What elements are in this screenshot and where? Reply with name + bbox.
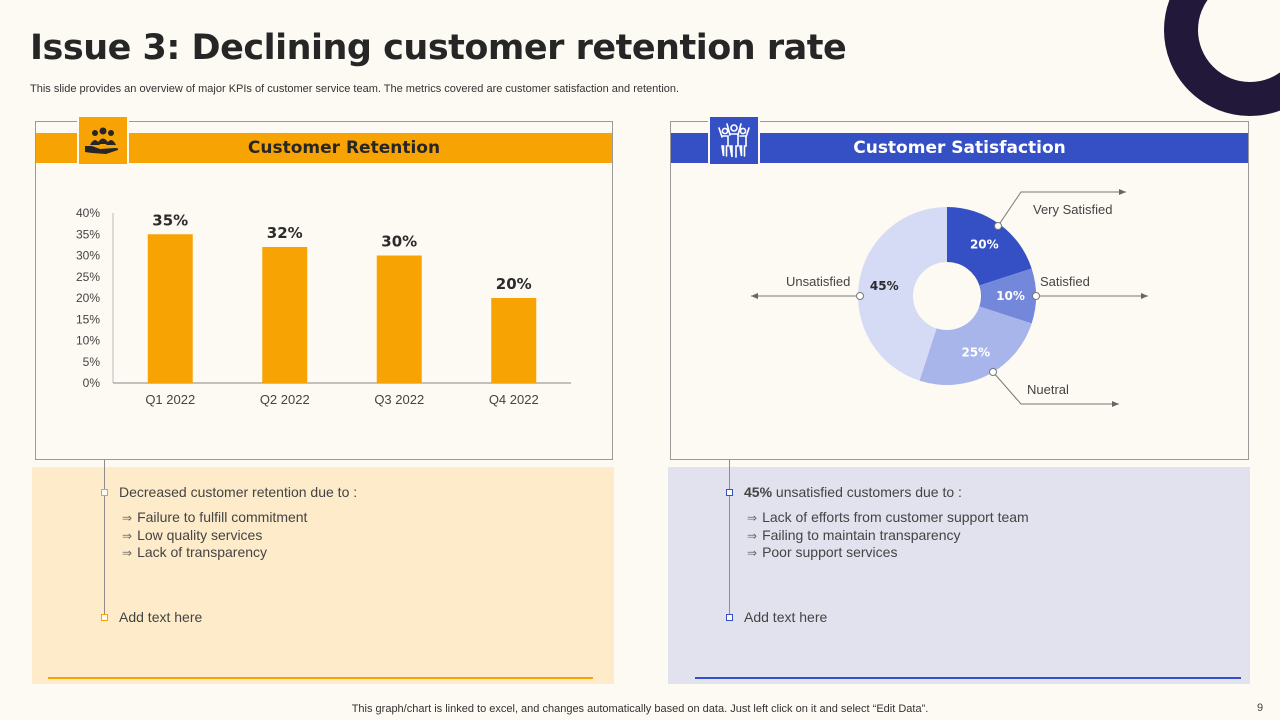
satisfaction-card [670, 121, 1249, 460]
retention-notes-footer[interactable]: Add text here [119, 609, 203, 625]
people-cheering-icon [708, 115, 760, 166]
slide-title: Issue 3: Declining customer retention ra… [30, 28, 847, 68]
y-tick-label: 10% [76, 334, 100, 348]
retention-notes-heading: Decreased customer retention due to : [119, 484, 358, 500]
satisfaction-notes-footer[interactable]: Add text here [744, 609, 828, 625]
slide-footer-note: This graph/chart is linked to excel, and… [351, 703, 929, 715]
page-number: 9 [1257, 702, 1264, 714]
donut-slice-neutral [919, 306, 1032, 385]
slide-subtitle: This slide provides an overview of major… [30, 83, 680, 95]
callout-dot-very-satisfied [994, 222, 1002, 230]
list-item: ⇒ Failing to maintain transparency [747, 527, 961, 543]
list-item: ⇒ Lack of transparency [122, 544, 268, 560]
satisfaction-notes-heading: 45% unsatisfied customers due to : [744, 484, 962, 500]
donut-slice-satisfied [979, 268, 1036, 324]
y-tick-label: 0% [83, 376, 101, 390]
satisfaction-connector-line [729, 460, 730, 618]
y-tick-label: 15% [76, 312, 100, 326]
bar-q3-2022 [376, 255, 422, 383]
donut-value-label: 45% [870, 279, 899, 293]
arrow-icon: ⇒ [122, 511, 133, 525]
y-tick-label: 30% [76, 249, 100, 263]
retention-footer-square [101, 614, 108, 621]
donut-label-satisfied: Satisfied [1040, 274, 1090, 289]
callout-dot-unsatisfied [856, 292, 864, 300]
bar-value-label: 35% [152, 211, 188, 229]
bar-value-label: 30% [381, 233, 417, 251]
hand-group-icon [77, 115, 129, 166]
retention-panel-underline [48, 677, 593, 679]
donut-value-label: 20% [970, 238, 999, 252]
retention-notes-panel [32, 467, 614, 684]
x-tick-label: Q4 2022 [489, 392, 539, 407]
x-tick-label: Q2 2022 [260, 392, 310, 407]
list-item: ⇒ Low quality services [122, 527, 263, 543]
satisfaction-footer-square [726, 614, 733, 621]
list-item: ⇒ Poor support services [747, 544, 898, 560]
retention-heading: Customer Retention [36, 133, 612, 163]
donut-label-neutral: Nuetral [1027, 382, 1069, 397]
satisfaction-panel-underline [695, 677, 1241, 679]
bar-q2-2022 [262, 247, 308, 383]
retention-card [35, 121, 613, 460]
corner-ring-decoration [1164, 0, 1280, 116]
retention-connector-line [104, 460, 105, 618]
donut-value-label: 10% [996, 289, 1025, 303]
x-tick-label: Q1 2022 [145, 392, 195, 407]
arrow-icon: ⇒ [122, 529, 133, 543]
y-tick-label: 5% [83, 355, 101, 369]
donut-label-very-satisfied: Very Satisfied [1033, 202, 1113, 217]
donut-slice-very-satisfied [947, 207, 1032, 286]
callout-dot-satisfied [1032, 292, 1040, 300]
y-tick-label: 35% [76, 227, 100, 241]
satisfaction-heading: Customer Satisfaction [671, 133, 1248, 163]
list-item: ⇒ Lack of efforts from customer support t… [747, 509, 1029, 525]
donut-value-label: 25% [961, 346, 990, 360]
retention-bar-chart: 0% 5% 10% 15% 20% 25% 30% 35% 40% 35% Q1 2022 32% Q2… [76, 206, 571, 407]
arrow-icon: ⇒ [747, 511, 758, 525]
list-item: ⇒ Failure to fulfill commitment [122, 509, 308, 525]
callout-line-neutral [992, 371, 1119, 407]
satisfaction-notes-panel [668, 467, 1250, 684]
y-tick-label: 20% [76, 291, 100, 305]
donut-label-unsatisfied: Unsatisfied [786, 274, 850, 289]
bar-q4-2022 [491, 298, 537, 383]
bar-q1-2022 [147, 234, 193, 383]
arrow-icon: ⇒ [747, 529, 758, 543]
retention-bullet-square [101, 489, 108, 496]
x-tick-label: Q3 2022 [374, 392, 424, 407]
donut-slice-unsatisfied [858, 207, 947, 381]
callout-line-very-satisfied [997, 189, 1126, 227]
satisfaction-bullet-square [726, 489, 733, 496]
satisfaction-donut-chart: 20% 10% 25% 45% Very Satisfied Satisfied Nu… [751, 189, 1148, 407]
arrow-icon: ⇒ [747, 546, 758, 560]
bar-value-label: 20% [496, 275, 532, 293]
callout-dot-neutral [989, 368, 997, 376]
bar-value-label: 32% [267, 224, 303, 242]
y-tick-label: 25% [76, 270, 100, 284]
arrow-icon: ⇒ [122, 546, 133, 560]
y-tick-label: 40% [76, 206, 100, 220]
